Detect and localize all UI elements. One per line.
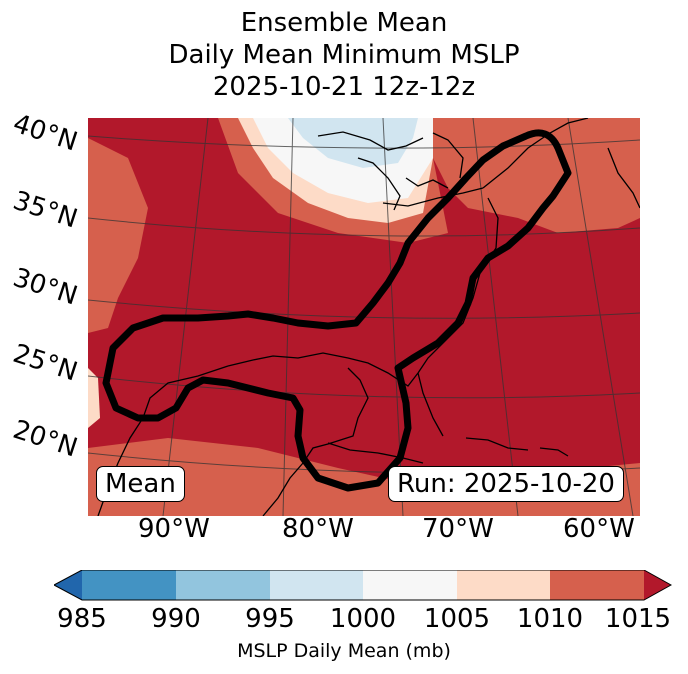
colorbar-tick-1000: 1000	[329, 604, 397, 634]
colorbar-extend-high	[644, 570, 671, 600]
lon-label-60w: 60°W	[563, 514, 635, 544]
title-line-1: Ensemble Mean	[240, 8, 448, 38]
map-canvas	[88, 118, 640, 516]
lon-label-90w: 90°W	[138, 514, 210, 544]
pressure-field-1005-west	[88, 368, 100, 428]
colorbar-tick-1005: 1005	[423, 604, 491, 634]
colorbar-outline	[54, 570, 672, 601]
lat-label-25: 25°N	[9, 338, 81, 388]
colorbar-segment-1005	[457, 570, 550, 600]
title-line-2: Daily Mean Minimum MSLP	[168, 40, 520, 70]
lat-label-35: 35°N	[9, 185, 81, 235]
lat-label-30: 30°N	[9, 262, 81, 312]
colorbar-segment-985	[82, 570, 176, 600]
colorbar-tick-995: 995	[245, 604, 295, 634]
colorbar-tick-990: 990	[151, 604, 201, 634]
pressure-field-995	[288, 118, 418, 168]
colorbar-segment-995	[270, 570, 363, 600]
colorbar-segment-1010	[550, 570, 644, 600]
colorbar-extend-low	[54, 570, 82, 600]
lon-label-70w: 70°W	[422, 514, 494, 544]
title-line-3: 2025-10-21 12z-12z	[212, 72, 476, 102]
lat-label-20: 20°N	[9, 414, 81, 464]
colorbar-segment-1000	[363, 570, 457, 600]
lon-label-80w: 80°W	[282, 514, 354, 544]
colorbar-label: MSLP Daily Mean (mb)	[237, 640, 451, 662]
colorbar-tick-1010: 1010	[516, 604, 584, 634]
colorbar	[54, 570, 672, 601]
graticule	[88, 118, 640, 516]
highlight-contour	[102, 129, 572, 492]
colorbar-tick-985: 985	[57, 604, 107, 634]
colorbar-tick-1015: 1015	[604, 604, 672, 634]
pressure-field-1010-west	[88, 138, 148, 333]
lat-label-40: 40°N	[9, 108, 81, 158]
mean-label-box: Mean	[96, 466, 185, 502]
colorbar-segment-990	[176, 570, 270, 600]
run-label-box: Run: 2025-10-20	[388, 466, 624, 502]
map-panel	[88, 118, 640, 516]
